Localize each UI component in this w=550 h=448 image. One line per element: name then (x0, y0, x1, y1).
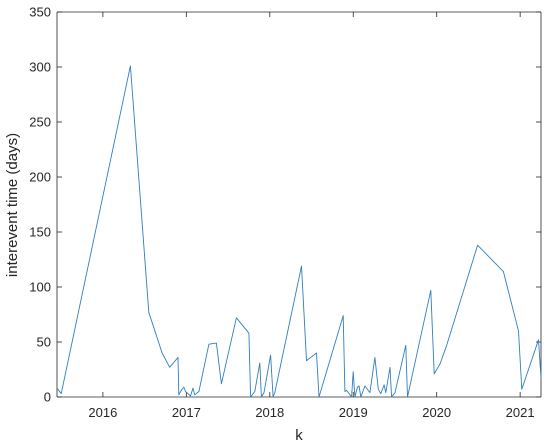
y-axis-label: interevent time (days) (4, 133, 21, 277)
x-tick-label: 2017 (172, 405, 201, 420)
y-tick-label: 300 (29, 60, 51, 75)
y-tick-label: 0 (44, 390, 51, 405)
x-tick-label: 2019 (339, 405, 368, 420)
y-tick-label: 150 (29, 225, 51, 240)
x-tick-label: 2018 (255, 405, 284, 420)
plot-frame (56, 11, 542, 398)
y-tick-label: 350 (29, 5, 51, 20)
x-axis-ticks: 2016 2017 2018 2019 2020 2021 (88, 12, 535, 420)
series-layer (56, 65, 542, 398)
y-tick-label: 250 (29, 115, 51, 130)
y-tick-label: 50 (37, 335, 51, 350)
series-line (56, 65, 542, 398)
x-tick-label: 2021 (506, 405, 535, 420)
y-tick-label: 100 (29, 280, 51, 295)
x-axis-label: k (295, 427, 303, 444)
x-tick-label: 2016 (88, 405, 117, 420)
y-axis-ticks: 0 50 100 150 200 250 300 350 (29, 5, 541, 405)
x-tick-label: 2020 (422, 405, 451, 420)
y-tick-label: 200 (29, 170, 51, 185)
